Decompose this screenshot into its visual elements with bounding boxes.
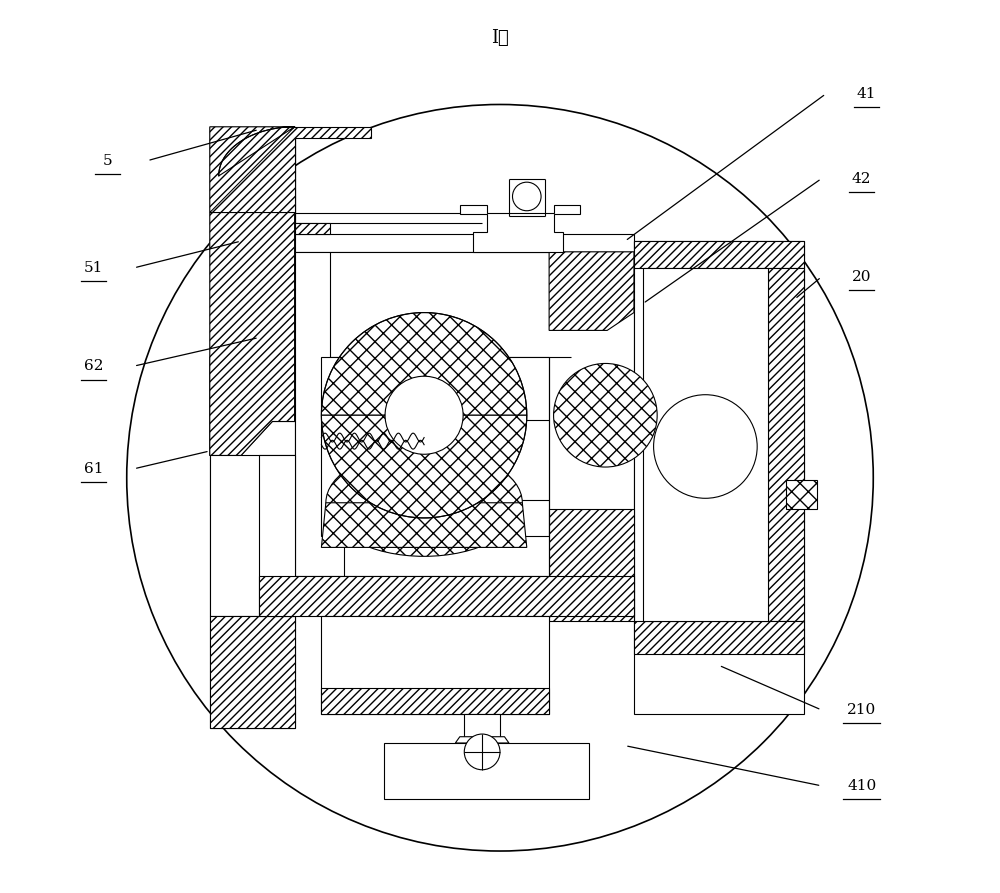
Polygon shape bbox=[210, 213, 295, 455]
Circle shape bbox=[464, 734, 500, 770]
Polygon shape bbox=[210, 127, 295, 213]
Polygon shape bbox=[321, 313, 527, 415]
Circle shape bbox=[513, 182, 541, 211]
Polygon shape bbox=[259, 576, 634, 616]
Text: I局: I局 bbox=[491, 29, 509, 46]
Text: 41: 41 bbox=[856, 87, 876, 101]
Polygon shape bbox=[549, 252, 634, 330]
Polygon shape bbox=[210, 616, 295, 728]
Text: 51: 51 bbox=[84, 261, 103, 275]
Polygon shape bbox=[210, 127, 371, 213]
Polygon shape bbox=[464, 714, 500, 737]
Polygon shape bbox=[295, 252, 634, 576]
Polygon shape bbox=[321, 415, 527, 518]
Polygon shape bbox=[295, 223, 330, 234]
Polygon shape bbox=[321, 503, 527, 547]
Polygon shape bbox=[321, 616, 549, 714]
Polygon shape bbox=[384, 743, 589, 799]
Text: 5: 5 bbox=[102, 154, 112, 168]
Polygon shape bbox=[549, 509, 634, 621]
Polygon shape bbox=[455, 737, 509, 743]
Circle shape bbox=[654, 395, 757, 498]
Polygon shape bbox=[643, 268, 768, 621]
Polygon shape bbox=[210, 127, 295, 728]
Polygon shape bbox=[768, 268, 804, 621]
Polygon shape bbox=[321, 688, 549, 714]
Polygon shape bbox=[634, 241, 804, 714]
Polygon shape bbox=[786, 480, 817, 509]
Ellipse shape bbox=[326, 449, 522, 556]
Circle shape bbox=[385, 376, 463, 455]
Polygon shape bbox=[321, 357, 549, 536]
Polygon shape bbox=[210, 455, 295, 616]
Polygon shape bbox=[634, 621, 804, 654]
Text: 410: 410 bbox=[847, 779, 876, 793]
Text: 42: 42 bbox=[852, 171, 871, 186]
Polygon shape bbox=[210, 252, 344, 455]
Polygon shape bbox=[210, 127, 295, 213]
Polygon shape bbox=[634, 241, 804, 268]
Polygon shape bbox=[460, 205, 580, 252]
Text: 20: 20 bbox=[852, 270, 871, 284]
Text: 62: 62 bbox=[84, 359, 103, 373]
Polygon shape bbox=[295, 234, 634, 252]
Polygon shape bbox=[259, 455, 295, 616]
Text: 61: 61 bbox=[84, 462, 103, 476]
Circle shape bbox=[554, 363, 657, 467]
Text: 210: 210 bbox=[847, 703, 876, 717]
